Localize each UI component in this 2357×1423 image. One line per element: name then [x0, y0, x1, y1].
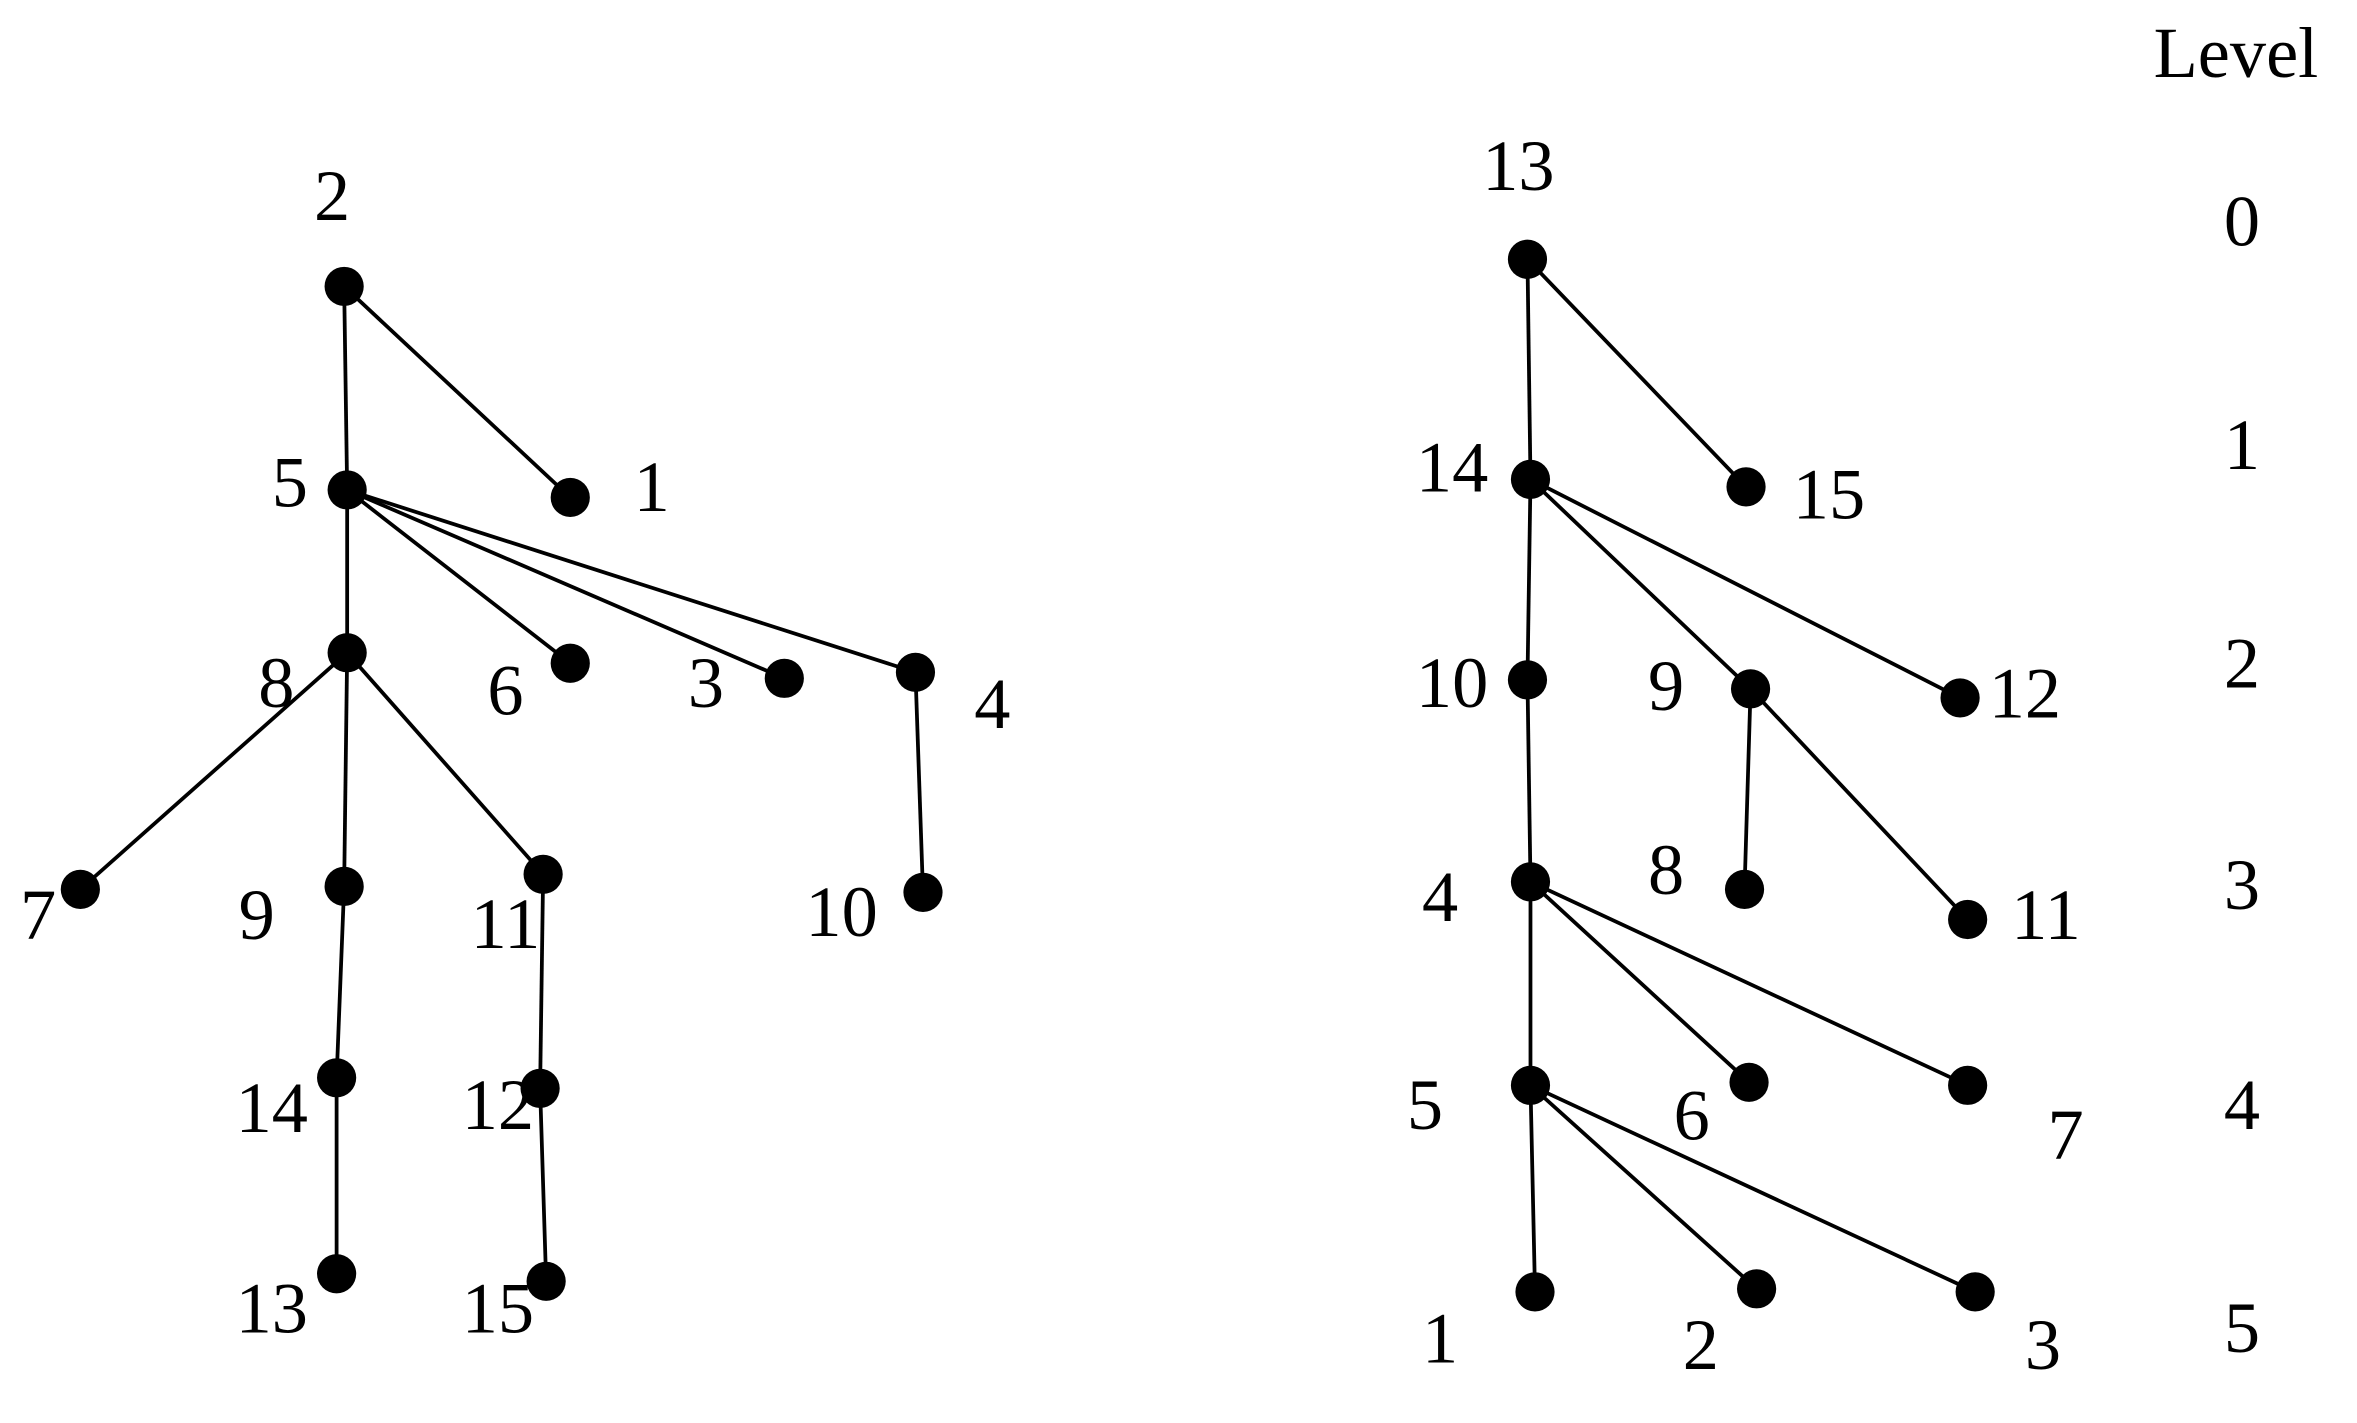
node-label: 1 [634, 447, 670, 527]
edge [346, 488, 917, 675]
node-label: 12 [462, 1065, 534, 1145]
node [1948, 1065, 1988, 1105]
node-label: 4 [1422, 857, 1458, 937]
edge [79, 651, 349, 891]
node-label: 2 [1683, 1305, 1719, 1385]
node-label: 3 [2025, 1305, 2061, 1385]
node-label: 2 [314, 156, 350, 236]
node-label: 6 [1674, 1076, 1710, 1156]
node-label: 11 [2011, 875, 2081, 955]
node [324, 866, 364, 906]
node-label: 5 [272, 443, 308, 523]
level-label: 0 [2224, 182, 2260, 262]
level-label: 1 [2224, 405, 2260, 485]
level-label: 5 [2224, 1288, 2260, 1368]
node [520, 1068, 560, 1108]
node [1940, 678, 1980, 718]
edge [1529, 1083, 1758, 1291]
edge [1525, 259, 1533, 480]
node [550, 643, 590, 683]
node [1736, 1269, 1777, 1309]
edge [538, 874, 546, 1089]
edge [1525, 679, 1533, 882]
node-label: 14 [236, 1068, 308, 1148]
node-label: 10 [1416, 643, 1488, 723]
node [1726, 467, 1766, 507]
edge [1529, 880, 1751, 1084]
node-label: 7 [2048, 1095, 2084, 1175]
node [1510, 862, 1551, 902]
level-label: 2 [2224, 623, 2260, 703]
edge [334, 886, 347, 1078]
node-label: 3 [688, 643, 724, 723]
node-label: 15 [1793, 455, 1865, 535]
node-label: 10 [805, 872, 877, 952]
node [1507, 239, 1548, 279]
node-label: 8 [258, 643, 294, 723]
edge [1526, 257, 1748, 489]
node [523, 854, 563, 894]
node [327, 470, 367, 510]
edge [1525, 479, 1533, 680]
node [1948, 899, 1988, 940]
node-label: 6 [487, 651, 523, 731]
node [764, 658, 804, 698]
level-label: 3 [2224, 845, 2260, 925]
node-label: 15 [462, 1269, 534, 1349]
edge [1529, 880, 1969, 1088]
level-label: 4 [2224, 1065, 2260, 1145]
node [1729, 1062, 1769, 1102]
edge [1529, 1083, 1976, 1294]
level-title: Level [2154, 13, 2319, 93]
node [526, 1261, 566, 1301]
node [324, 266, 364, 307]
node-label: 11 [471, 884, 541, 964]
node [1510, 459, 1551, 499]
node [1724, 869, 1765, 909]
node-label: 8 [1648, 830, 1684, 910]
node [317, 1058, 357, 1098]
node-label: 13 [1482, 126, 1554, 206]
node-label: 7 [20, 875, 56, 955]
edge [342, 286, 350, 490]
node-label: 4 [974, 664, 1010, 744]
node [317, 1254, 357, 1294]
node [895, 652, 936, 692]
edge [538, 1088, 549, 1282]
edge [345, 651, 545, 876]
edge [1528, 1085, 1537, 1292]
node-label: 13 [236, 1269, 308, 1349]
edge [346, 488, 786, 681]
node [60, 869, 100, 909]
node-label: 9 [1648, 646, 1684, 726]
edge [1749, 687, 1970, 921]
node-label: 12 [1989, 654, 2061, 734]
edge [1742, 688, 1753, 890]
node-label: 1 [1422, 1299, 1458, 1379]
node [1730, 669, 1771, 709]
node [1510, 1065, 1551, 1105]
node-label: 14 [1416, 427, 1488, 507]
node [903, 872, 943, 912]
node [1507, 660, 1548, 700]
node [1515, 1272, 1555, 1312]
node [1955, 1272, 1995, 1312]
edge [342, 652, 350, 887]
node [327, 633, 367, 673]
node-label: 9 [239, 875, 275, 955]
edge [1529, 477, 1961, 700]
edge [346, 488, 572, 665]
node [550, 477, 590, 518]
edge [342, 285, 572, 499]
edge [913, 672, 925, 893]
edge [1529, 477, 1752, 691]
edges [79, 257, 1976, 1294]
node-label: 5 [1407, 1065, 1443, 1145]
